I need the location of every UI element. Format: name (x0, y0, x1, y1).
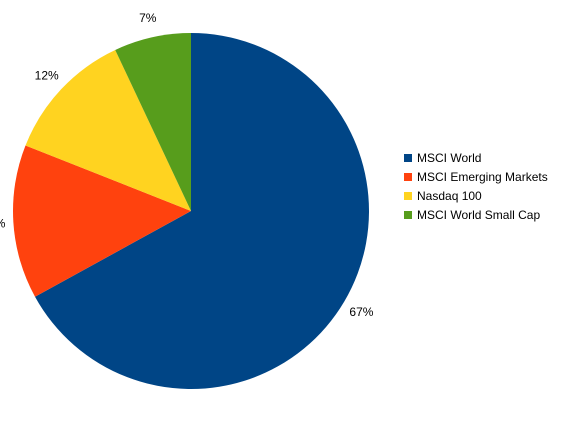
legend-swatch-msci-world (404, 154, 412, 162)
legend-swatch-nasdaq-100 (404, 192, 412, 200)
pie-slice-msci-emerging-markets (13, 145, 192, 297)
pie-slices (13, 33, 370, 389)
legend-entry-nasdaq-100: Nasdaq 100 (417, 189, 482, 203)
pie-slice-msci-world (35, 33, 370, 389)
slice-labels: 67% 14% 12% 7% (0, 11, 374, 319)
slice-label-nasdaq-100: 12% (35, 68, 59, 82)
legend-entry-msci-emerging-markets: MSCI Emerging Markets (417, 170, 548, 184)
slice-label-msci-world: 67% (349, 305, 373, 319)
legend-swatch-msci-emerging-markets (404, 173, 412, 181)
legend-entry-msci-world-small-cap: MSCI World Small Cap (417, 208, 540, 222)
slice-label-msci-emerging-markets: 14% (0, 216, 6, 230)
legend-entry-msci-world: MSCI World (417, 151, 481, 165)
slice-label-msci-world-small-cap: 7% (139, 11, 157, 25)
pie-slice-nasdaq-100 (25, 49, 191, 212)
pie-slice-msci-world-small-cap (115, 33, 191, 211)
chart-legend: MSCI World MSCI Emerging Markets Nasdaq 10… (404, 151, 548, 222)
legend-swatch-msci-world-small-cap (404, 211, 412, 219)
